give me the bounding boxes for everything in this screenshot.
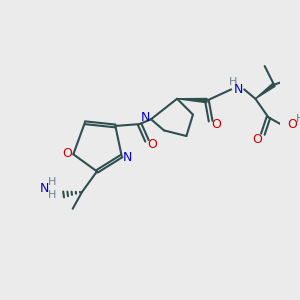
Text: N: N xyxy=(234,83,243,96)
Text: H: H xyxy=(296,114,300,124)
Text: N: N xyxy=(123,151,132,164)
Text: O: O xyxy=(211,118,221,131)
Text: N: N xyxy=(141,111,150,124)
Text: O: O xyxy=(287,118,297,131)
Polygon shape xyxy=(255,83,275,99)
Polygon shape xyxy=(177,98,207,103)
Text: O: O xyxy=(62,147,72,160)
Text: O: O xyxy=(252,133,262,146)
Text: H: H xyxy=(48,177,56,187)
Text: N: N xyxy=(40,182,50,195)
Text: O: O xyxy=(148,138,158,151)
Text: H: H xyxy=(48,190,56,200)
Text: H: H xyxy=(229,77,237,87)
